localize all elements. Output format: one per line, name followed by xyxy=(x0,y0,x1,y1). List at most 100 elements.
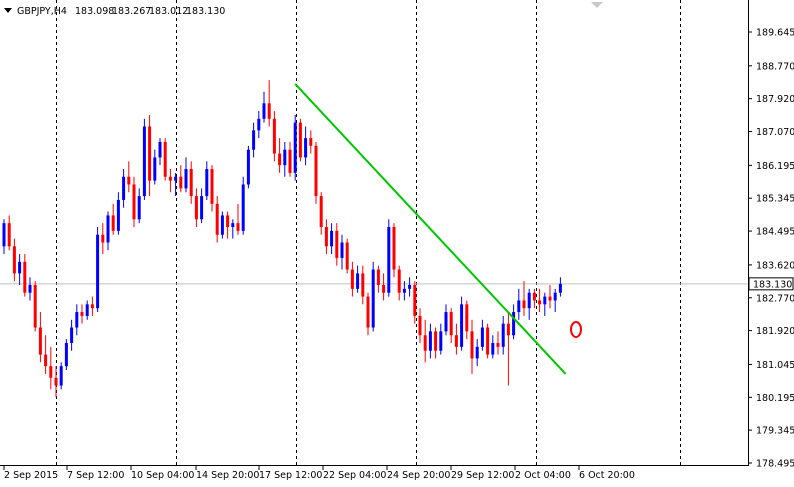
candle-body xyxy=(148,126,152,181)
candle xyxy=(501,315,505,355)
candle-body xyxy=(189,169,193,197)
candle xyxy=(153,149,157,185)
candle xyxy=(361,265,365,305)
candle-layer xyxy=(2,80,562,398)
candle xyxy=(350,261,354,297)
candle xyxy=(366,292,370,336)
candle xyxy=(28,277,32,301)
candle-body xyxy=(70,327,74,343)
candle xyxy=(226,211,230,239)
candle xyxy=(75,304,79,336)
candle-body xyxy=(12,246,16,274)
candle xyxy=(486,323,490,359)
time-axis: 2 Sep 2015 7 Sep 12:00 10 Sep 04:00 14 Sep … xyxy=(3,465,635,481)
candle-body xyxy=(236,223,240,231)
candle-body xyxy=(387,227,391,293)
candle-body xyxy=(220,215,224,235)
candle-body xyxy=(449,312,453,336)
candle xyxy=(122,169,126,208)
candle xyxy=(116,192,120,235)
candle-body xyxy=(246,149,250,185)
symbol-dropdown-icon[interactable] xyxy=(4,8,12,13)
candle xyxy=(70,319,74,351)
candle xyxy=(132,176,136,228)
candle-body xyxy=(231,223,235,228)
candle xyxy=(532,288,536,309)
candle-body xyxy=(174,176,178,181)
candle xyxy=(80,304,84,324)
ohlc-open: 183.098 xyxy=(75,6,114,17)
price-label: 180.195 xyxy=(756,393,794,404)
candle-body xyxy=(106,215,110,243)
candle xyxy=(293,114,297,181)
time-label: 14 Sep 20:00 xyxy=(196,470,259,481)
candle xyxy=(413,281,417,324)
candle-body xyxy=(38,327,42,355)
candle xyxy=(517,288,521,320)
candle-body xyxy=(335,230,339,258)
price-label: 187.920 xyxy=(756,94,794,105)
ohlc-close: 183.130 xyxy=(186,6,225,17)
candle-body xyxy=(59,366,63,386)
candle xyxy=(408,277,412,297)
candle-body xyxy=(428,331,432,351)
candle-body xyxy=(288,149,292,173)
candle xyxy=(246,145,250,189)
candle xyxy=(288,141,292,177)
candle xyxy=(12,238,16,282)
candle-body xyxy=(522,300,526,309)
circle-marker xyxy=(570,320,582,338)
candle-body xyxy=(200,196,204,220)
candle xyxy=(376,265,380,293)
chart-shift-icon[interactable] xyxy=(591,2,603,8)
candle-body xyxy=(361,273,365,297)
time-label: 7 Sep 12:00 xyxy=(67,470,124,481)
candle xyxy=(340,234,344,270)
candle xyxy=(215,196,219,243)
candle-body xyxy=(324,227,328,247)
candle-body xyxy=(392,227,396,270)
candle-body xyxy=(423,335,427,351)
price-label: 188.770 xyxy=(756,61,794,72)
candle xyxy=(491,335,495,359)
candle-body xyxy=(486,327,490,355)
candle-body xyxy=(142,126,146,197)
current-price-label: 183.130 xyxy=(753,279,792,290)
candle-body xyxy=(163,141,167,177)
candle-body xyxy=(122,176,126,200)
candle xyxy=(335,223,339,266)
candle xyxy=(470,319,474,374)
candle-body xyxy=(215,203,219,235)
candle-body xyxy=(465,304,469,332)
candle xyxy=(356,265,360,293)
candle xyxy=(7,215,11,251)
candle xyxy=(304,126,308,166)
candle-body xyxy=(548,296,552,301)
candle xyxy=(49,346,53,390)
candle-body xyxy=(158,141,162,158)
candle-body xyxy=(116,199,120,231)
candle-body xyxy=(376,269,380,285)
candle xyxy=(392,223,396,278)
candle xyxy=(210,165,214,212)
candle-body xyxy=(194,196,198,220)
candle xyxy=(262,91,266,123)
price-label: 187.070 xyxy=(756,127,794,138)
candle-body xyxy=(330,230,334,247)
candle xyxy=(205,161,209,200)
candle-body xyxy=(85,304,89,316)
candle xyxy=(418,308,422,343)
candle xyxy=(553,288,557,313)
candle xyxy=(382,273,386,301)
symbol-label: GBPJPY,H4 xyxy=(17,6,67,17)
candle xyxy=(319,192,323,235)
candle-body xyxy=(366,296,370,328)
candle-body xyxy=(314,145,318,197)
candle xyxy=(454,323,458,355)
candle-body xyxy=(444,312,448,332)
candle xyxy=(480,319,484,351)
candle xyxy=(44,335,48,374)
